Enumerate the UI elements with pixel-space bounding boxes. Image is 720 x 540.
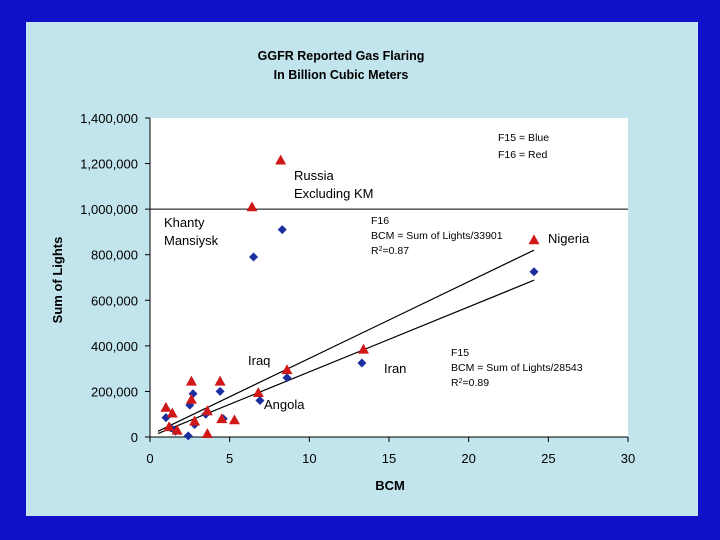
annotation-mansiysk: Mansiysk	[164, 233, 219, 248]
data-point-f16	[171, 424, 183, 435]
x-tick-label: 10	[302, 451, 316, 466]
x-tick-label: 20	[461, 451, 475, 466]
annotation-russia: Russia	[294, 168, 335, 183]
y-tick-label: 200,000	[91, 384, 138, 399]
equation-f16-formula: BCM = Sum of Lights/33901	[371, 230, 503, 242]
y-tick-label: 400,000	[91, 339, 138, 354]
data-point-f15	[215, 386, 225, 396]
y-tick-label: 1,200,000	[80, 157, 138, 172]
data-point-f16	[252, 387, 264, 397]
points-layer	[160, 154, 540, 441]
data-point-f16	[281, 364, 293, 375]
plot-area	[150, 118, 628, 437]
fit-line	[157, 279, 535, 435]
data-point-f15	[357, 358, 367, 368]
data-point-f16	[166, 407, 178, 418]
equation-f16-r2: R2=0.87	[371, 245, 409, 257]
chart-title-line-1: GGFR Reported Gas Flaring	[258, 49, 425, 63]
data-point-f15	[183, 431, 193, 441]
annotation-nigeria: Nigeria	[548, 231, 590, 246]
y-tick-label: 1,000,000	[80, 202, 138, 217]
chart-panel: GGFR Reported Gas Flaring In Billion Cub…	[26, 22, 698, 516]
y-axis-label: Sum of Lights	[50, 237, 65, 324]
annotation-iran: Iran	[384, 361, 406, 376]
y-tick-label: 800,000	[91, 248, 138, 263]
annotation-russia-excl: Excluding KM	[294, 186, 373, 201]
fit-line	[157, 249, 535, 432]
equation-f16-name: F16	[371, 215, 389, 227]
data-point-f16	[275, 154, 287, 165]
data-point-f16	[185, 393, 197, 404]
data-point-f16	[216, 413, 228, 424]
data-point-f16	[246, 201, 258, 212]
x-tick-label: 5	[226, 451, 233, 466]
annotation-iraq: Iraq	[248, 353, 270, 368]
x-tick-label: 30	[621, 451, 635, 466]
data-point-f16	[201, 428, 213, 438]
x-axis-label: BCM	[375, 478, 405, 493]
equation-f15-name: F15	[451, 347, 469, 359]
data-point-f16	[214, 375, 226, 386]
annotation-khanty: Khanty	[164, 215, 205, 230]
data-point-f15	[255, 396, 265, 406]
data-point-f16	[201, 405, 213, 416]
legend-note-f15: F15 = Blue	[498, 132, 549, 144]
y-tick-label: 600,000	[91, 293, 138, 308]
chart-title-line-2: In Billion Cubic Meters	[274, 68, 409, 82]
equation-f15-formula: BCM = Sum of Lights/28543	[451, 362, 583, 374]
x-tick-label: 25	[541, 451, 555, 466]
axes-layer	[145, 117, 629, 442]
fit-lines-layer	[157, 249, 535, 435]
x-tick-label: 15	[382, 451, 396, 466]
data-point-f16	[163, 421, 175, 432]
data-point-f16	[528, 234, 540, 245]
x-tick-label: 0	[146, 451, 153, 466]
data-point-f16	[185, 375, 197, 386]
data-point-f16	[160, 401, 172, 412]
tick-labels-layer: 0 5 10 15 20 25 30 0 200,000 400,000 600,000 800,00…	[80, 111, 635, 466]
legend-note-f16: F16 = Red	[498, 149, 547, 161]
data-point-f15	[249, 252, 259, 262]
data-point-f16	[358, 343, 370, 354]
data-point-f16	[189, 415, 201, 426]
data-point-f15	[282, 373, 292, 383]
data-point-f15	[277, 225, 287, 235]
equation-f15-r2: R2=0.89	[451, 377, 489, 389]
y-tick-label: 1,400,000	[80, 111, 138, 126]
data-point-f16	[228, 414, 240, 425]
annotation-angola: Angola	[264, 397, 305, 412]
y-tick-label: 0	[131, 430, 138, 445]
scatter-chart: GGFR Reported Gas Flaring In Billion Cub…	[50, 49, 635, 493]
data-point-f15	[529, 267, 539, 277]
